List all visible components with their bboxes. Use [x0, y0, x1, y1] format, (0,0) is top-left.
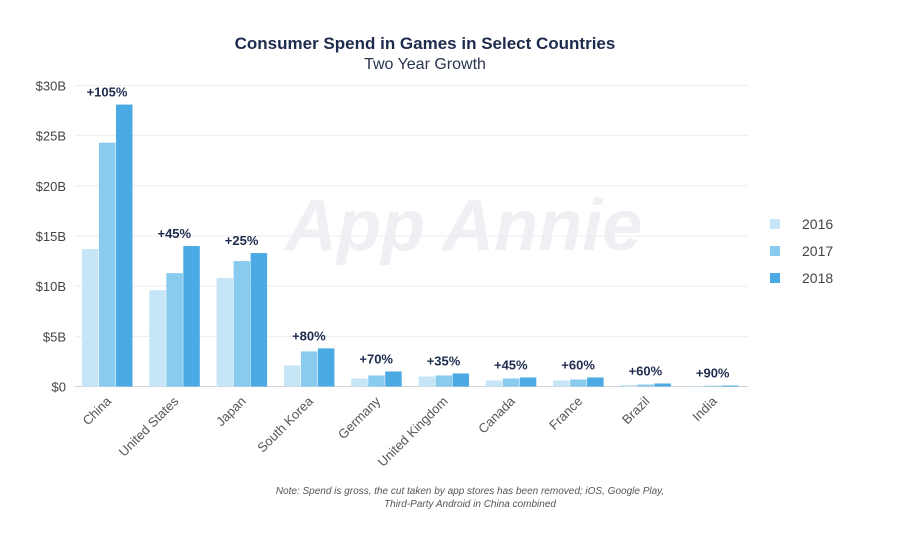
note-line-2: Third-Party Android in China combined — [384, 499, 556, 510]
x-tick-label: France — [546, 394, 585, 433]
legend-label: 2016 — [802, 216, 833, 232]
bar-2016 — [82, 249, 99, 387]
bar-2017 — [300, 351, 318, 387]
bar-2016 — [687, 385, 705, 387]
bar-2017 — [704, 385, 722, 387]
x-tick-label: Germany — [335, 393, 384, 442]
y-tick-label: $20B — [36, 179, 66, 194]
watermark: App Annie — [283, 186, 642, 266]
bar-2017 — [166, 273, 183, 387]
legend-swatch — [770, 219, 780, 229]
bar-2016 — [351, 378, 368, 387]
chart-title: Consumer Spend in Games in Select Countr… — [234, 34, 616, 53]
bar-2017 — [570, 379, 587, 387]
bar-2017 — [502, 378, 520, 387]
y-tick-label: $5B — [43, 329, 66, 344]
bar-2018 — [317, 348, 335, 387]
bar-2016 — [283, 365, 301, 387]
bar-2018 — [452, 373, 469, 387]
growth-label: +45% — [494, 357, 528, 372]
x-tick-label: United Kingdom — [375, 394, 451, 470]
y-tick-label: $15B — [36, 229, 66, 244]
y-tick-label: $25B — [36, 129, 66, 144]
growth-label: +25% — [225, 233, 259, 248]
legend-swatch — [770, 246, 780, 256]
legend-label: 2018 — [802, 270, 833, 286]
bar-2016 — [418, 376, 435, 387]
bar-2018 — [250, 253, 268, 387]
bar-2018 — [519, 377, 537, 387]
growth-label: +60% — [629, 363, 663, 378]
x-tick-label: China — [79, 393, 114, 428]
bar-2018 — [183, 246, 200, 387]
chart-note: Note: Spend is gross, the cut taken by a… — [0, 485, 900, 511]
growth-label: +90% — [696, 365, 730, 380]
growth-label: +105% — [87, 85, 128, 100]
bar-2017 — [637, 384, 654, 387]
bar-2018 — [116, 104, 133, 387]
bar-2018 — [654, 383, 671, 387]
x-tick-label: South Korea — [254, 393, 316, 455]
x-tick-label: Japan — [213, 394, 249, 430]
growth-label: +35% — [427, 353, 461, 368]
growth-label: +45% — [157, 226, 191, 241]
bar-2017 — [368, 375, 385, 387]
growth-label: +80% — [292, 328, 326, 343]
legend-swatch — [770, 273, 780, 283]
bar-2018 — [385, 371, 402, 387]
x-tick-label: Canada — [475, 393, 518, 436]
y-tick-label: $10B — [36, 279, 66, 294]
x-tick-label: United States — [116, 393, 182, 459]
bar-2017 — [99, 142, 116, 387]
note-line-1: Note: Spend is gross, the cut taken by a… — [275, 486, 665, 497]
bar-2016 — [216, 278, 234, 387]
growth-label: +60% — [561, 357, 595, 372]
y-tick-label: $0 — [52, 380, 66, 395]
x-tick-label: Brazil — [619, 393, 653, 427]
bar-2017 — [435, 375, 452, 387]
bar-2018 — [587, 377, 604, 387]
bar-2018 — [721, 385, 739, 387]
bar-2017 — [233, 261, 251, 387]
bar-2016 — [149, 290, 166, 387]
growth-label: +70% — [359, 351, 393, 366]
legend-label: 2017 — [802, 243, 833, 259]
bar-2016 — [485, 380, 503, 387]
x-tick-label: India — [689, 393, 720, 424]
chart-subtitle: Two Year Growth — [364, 56, 486, 73]
bar-2016 — [620, 384, 637, 387]
y-tick-label: $30B — [36, 79, 66, 94]
bar-2016 — [553, 380, 570, 387]
